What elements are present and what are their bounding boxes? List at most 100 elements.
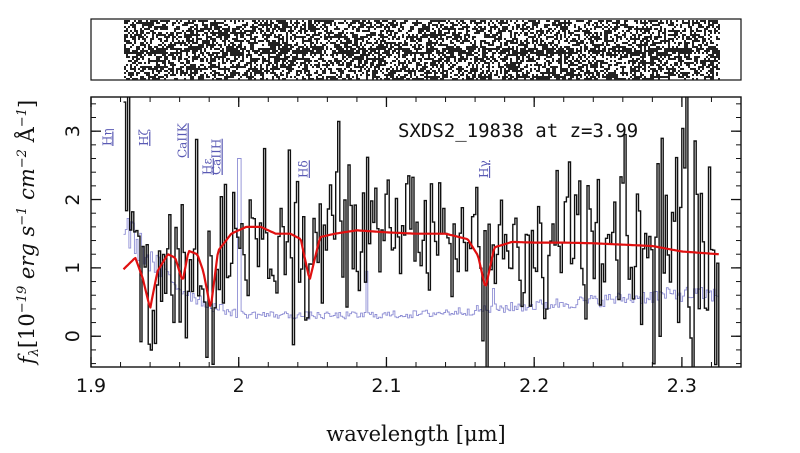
spectrum-2d-pixel	[634, 20, 636, 22]
spectrum-2d-pixel	[286, 46, 288, 48]
spectrum-2d-pixel	[408, 60, 410, 62]
spectrum-2d-pixel	[226, 76, 228, 78]
spectrum-2d-pixel	[276, 30, 278, 32]
spectrum-2d-pixel	[660, 22, 662, 24]
spectrum-2d-pixel	[290, 36, 292, 38]
spectrum-2d-pixel	[128, 42, 130, 44]
spectrum-2d-pixel	[372, 78, 374, 80]
spectrum-2d-pixel	[462, 78, 464, 80]
spectrum-2d-pixel	[126, 78, 128, 80]
spectrum-2d-pixel	[178, 52, 180, 54]
spectrum-2d-pixel	[702, 48, 704, 50]
spectrum-2d-pixel	[244, 38, 246, 40]
spectrum-2d-pixel	[496, 34, 498, 36]
spectrum-2d-pixel	[674, 48, 676, 50]
spectrum-2d-pixel	[528, 50, 530, 52]
spectrum-2d-pixel	[390, 22, 392, 24]
spectrum-2d-pixel	[688, 66, 690, 68]
spectrum-2d-pixel	[686, 46, 688, 48]
spectrum-2d-pixel	[406, 70, 408, 72]
spectrum-2d-pixel	[174, 22, 176, 24]
spectrum-2d-pixel	[252, 48, 254, 50]
spectrum-2d-pixel	[244, 32, 246, 34]
spectrum-2d-pixel	[704, 22, 706, 24]
spectrum-2d-pixel	[370, 50, 372, 52]
spectrum-2d-pixel	[672, 58, 674, 60]
spectrum-2d-pixel	[236, 32, 238, 34]
spectrum-2d-pixel	[718, 24, 720, 26]
spectrum-2d-pixel	[568, 48, 570, 50]
spectrum-2d-pixel	[556, 50, 558, 52]
spectrum-2d-pixel	[562, 78, 564, 80]
spectrum-2d-pixel	[468, 76, 470, 78]
spectrum-2d-pixel	[242, 36, 244, 38]
spectrum-2d-pixel	[498, 30, 500, 32]
spectrum-2d-pixel	[338, 52, 340, 54]
spectrum-2d-pixel	[566, 74, 568, 76]
spectrum-2d-pixel	[300, 26, 302, 28]
spectrum-2d-pixel	[554, 28, 556, 30]
spectrum-2d-pixel	[152, 68, 154, 70]
spectrum-2d-pixel	[328, 40, 330, 42]
spectrum-2d-pixel	[540, 30, 542, 32]
spectrum-2d-pixel	[274, 68, 276, 70]
spectrum-2d-pixel	[370, 34, 372, 36]
spectrum-2d-pixel	[162, 62, 164, 64]
spectrum-2d-pixel	[304, 48, 306, 50]
spectrum-2d-pixel	[206, 24, 208, 26]
spectrum-2d-pixel	[486, 52, 488, 54]
spectrum-2d-pixel	[630, 60, 632, 62]
spectrum-2d-pixel	[708, 26, 710, 28]
spectrum-2d-pixel	[634, 52, 636, 54]
spectrum-2d-pixel	[276, 54, 278, 56]
spectrum-2d-pixel	[194, 64, 196, 66]
spectrum-2d-pixel	[414, 70, 416, 72]
spectrum-2d-pixel	[212, 30, 214, 32]
spectrum-2d-pixel	[280, 64, 282, 66]
spectrum-2d-pixel	[374, 60, 376, 62]
spectrum-2d-pixel	[570, 70, 572, 72]
spectrum-2d-pixel	[196, 26, 198, 28]
spectrum-2d-pixel	[172, 72, 174, 74]
spectrum-2d-pixel	[222, 60, 224, 62]
spectrum-2d-pixel	[444, 48, 446, 50]
spectrum-2d-pixel	[406, 50, 408, 52]
spectrum-2d-pixel	[290, 76, 292, 78]
spectrum-2d-pixel	[318, 64, 320, 66]
spectrum-2d-pixel	[166, 22, 168, 24]
spectrum-2d-pixel	[326, 64, 328, 66]
spectrum-2d-pixel	[182, 66, 184, 68]
spectrum-2d-pixel	[674, 62, 676, 64]
spectrum-2d-pixel	[218, 48, 220, 50]
spectrum-2d-pixel	[238, 64, 240, 66]
spectrum-2d-pixel	[296, 58, 298, 60]
spectrum-2d-pixel	[690, 32, 692, 34]
spectrum-2d-pixel	[586, 66, 588, 68]
spectrum-2d-pixel	[420, 40, 422, 42]
spectrum-2d-pixel	[284, 24, 286, 26]
spectrum-2d-pixel	[524, 66, 526, 68]
spectrum-2d-pixel	[714, 30, 716, 32]
spectrum-2d-pixel	[356, 58, 358, 60]
spectrum-2d-pixel	[158, 34, 160, 36]
spectrum-2d-pixel	[158, 60, 160, 62]
spectrum-2d-pixel	[298, 30, 300, 32]
spectrum-2d-pixel	[676, 46, 678, 48]
spectrum-2d-pixel	[516, 74, 518, 76]
spectrum-2d-pixel	[234, 30, 236, 32]
spectrum-2d-pixel	[330, 54, 332, 56]
spectrum-2d-pixel	[506, 56, 508, 58]
spectrum-2d-pixel	[260, 22, 262, 24]
spectrum-2d-pixel	[658, 30, 660, 32]
spectrum-2d-pixel	[336, 52, 338, 54]
spectrum-2d-pixel	[184, 58, 186, 60]
spectrum-2d-pixel	[484, 22, 486, 24]
spectrum-2d-pixel	[166, 74, 168, 76]
spectrum-2d-pixel	[230, 52, 232, 54]
spectrum-2d-pixel	[324, 38, 326, 40]
spectrum-2d-pixel	[362, 64, 364, 66]
spectrum-2d-pixel	[374, 68, 376, 70]
spectrum-2d-pixel	[524, 32, 526, 34]
spectrum-2d-pixel	[630, 52, 632, 54]
spectrum-2d-pixel	[408, 48, 410, 50]
